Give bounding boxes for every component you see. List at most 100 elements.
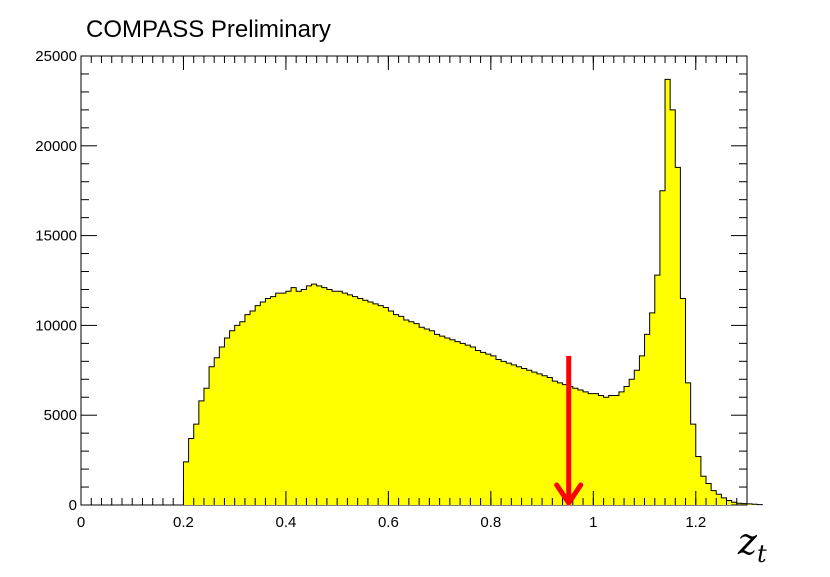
- histogram-bar: [736, 503, 743, 505]
- histogram-bar: [490, 355, 497, 505]
- histogram-bar: [639, 355, 645, 505]
- histogram-bar: [214, 357, 220, 505]
- histogram-bar: [665, 79, 671, 506]
- annotation-arrow-head: [554, 482, 584, 506]
- histogram-bar: [347, 294, 353, 505]
- histogram-bar: [485, 354, 492, 505]
- histogram-bar: [326, 289, 333, 505]
- histogram-bar: [644, 334, 650, 505]
- histogram-bar: [434, 334, 440, 505]
- histogram-bar: [557, 382, 563, 505]
- histogram-bar: [659, 190, 666, 505]
- histogram-bar: [649, 312, 656, 505]
- x-tick-label: 0.2: [173, 514, 194, 531]
- histogram-bar: [378, 305, 384, 505]
- histogram-bar: [296, 291, 302, 505]
- histogram-bar: [706, 483, 712, 505]
- histogram-bar: [352, 296, 358, 505]
- histogram-bar: [414, 323, 420, 505]
- y-tick-label: 25000: [35, 48, 77, 65]
- histogram-bar: [475, 350, 481, 505]
- histogram-bar: [618, 391, 625, 505]
- histogram-bar: [598, 395, 604, 505]
- histogram-bar: [747, 503, 753, 505]
- histogram-bar: [721, 497, 727, 505]
- histogram-outline: [182, 78, 763, 506]
- histogram-bar: [321, 287, 328, 505]
- histogram-bar: [629, 379, 635, 505]
- histogram-bar: [408, 321, 415, 505]
- histogram-bar: [670, 109, 676, 505]
- y-tick-label: 0: [69, 497, 77, 514]
- histogram-bar: [588, 393, 594, 505]
- histogram-bar: [542, 375, 548, 505]
- histogram-bar: [454, 341, 461, 505]
- histogram-bar: [393, 314, 399, 505]
- histogram-bar: [449, 339, 456, 505]
- histogram-bar: [419, 327, 425, 505]
- histogram-bar: [403, 320, 410, 505]
- histogram-bar: [255, 305, 261, 505]
- histogram-bar: [188, 438, 195, 505]
- histogram-bar: [726, 500, 732, 505]
- x-tick-label: 0.4: [275, 514, 296, 531]
- histogram-bar: [572, 388, 579, 505]
- histogram-bar: [501, 361, 507, 505]
- histogram-bar: [680, 298, 686, 505]
- histogram-bar: [383, 307, 389, 505]
- histogram-bar: [183, 461, 189, 505]
- x-tick-label: 1.2: [685, 514, 706, 531]
- histogram-bar: [480, 352, 487, 505]
- x-tick-label: 0.8: [480, 514, 501, 531]
- histogram-bar: [465, 345, 471, 505]
- histogram-bar: [531, 372, 538, 505]
- histogram-bar: [270, 296, 276, 505]
- histogram-bar: [193, 424, 200, 505]
- x-tick-label: 1: [589, 514, 597, 531]
- histogram-bar: [685, 382, 691, 505]
- histogram-bar: [613, 395, 620, 505]
- histogram-bar: [444, 337, 451, 505]
- histogram-bar: [388, 311, 394, 505]
- histogram-bar: [429, 330, 435, 505]
- histogram-bar: [203, 388, 210, 505]
- histogram-bar: [603, 397, 609, 505]
- histogram-bar: [398, 316, 405, 505]
- histogram-bar: [536, 373, 543, 505]
- histogram-bar: [516, 366, 522, 505]
- histogram-bar: [577, 390, 584, 505]
- histogram-bar: [495, 359, 502, 505]
- histogram-bar: [367, 302, 374, 505]
- histogram-bar: [301, 289, 307, 505]
- histogram-bar: [311, 284, 317, 505]
- histogram-bar: [675, 167, 681, 506]
- histogram-bar: [460, 343, 466, 505]
- x-axis-label: zt: [738, 522, 767, 569]
- histogram-bar: [547, 377, 553, 505]
- histogram-bar: [234, 325, 241, 505]
- y-tick-label: 20000: [35, 138, 77, 155]
- x-tick-label: 0: [77, 514, 85, 531]
- histogram-bar: [250, 311, 256, 505]
- histogram-bar: [521, 368, 528, 505]
- histogram-bar: [198, 400, 205, 505]
- histogram-bar: [716, 494, 722, 505]
- y-tick-label: 10000: [35, 317, 77, 334]
- histogram-bar: [470, 346, 476, 505]
- histogram-bar: [373, 303, 379, 505]
- y-tick-label: 15000: [35, 228, 77, 245]
- histogram-bar: [526, 370, 533, 505]
- histogram-bar: [552, 381, 558, 505]
- histogram-bar: [562, 384, 568, 505]
- histogram-bar: [224, 337, 230, 505]
- histogram-bar: [741, 503, 748, 505]
- histogram-bar: [209, 366, 215, 505]
- histogram-bar: [285, 291, 292, 505]
- histogram-bar: [654, 275, 661, 505]
- histogram-bar: [608, 395, 615, 505]
- histogram-bar: [624, 386, 630, 505]
- histogram-bar: [342, 293, 348, 505]
- x-tick-label: 0.6: [378, 514, 399, 531]
- histogram-bar: [316, 285, 323, 505]
